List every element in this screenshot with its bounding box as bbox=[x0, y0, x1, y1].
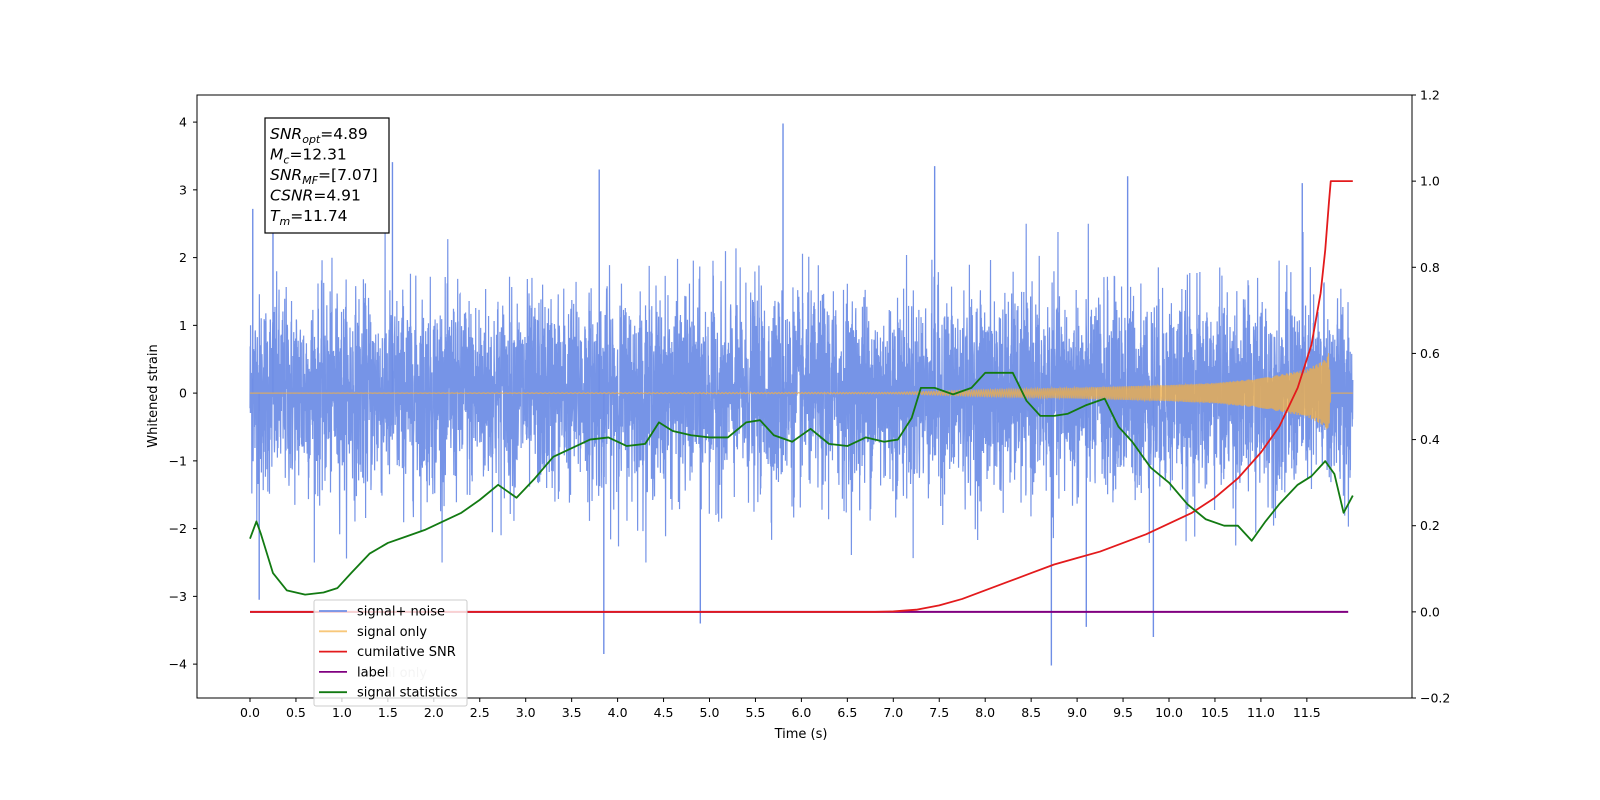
info-line: SNRMF=[7.07] bbox=[270, 166, 378, 187]
y-right-tick-label: 1.2 bbox=[1420, 88, 1440, 103]
y-right-tick-label: −0.2 bbox=[1420, 691, 1450, 706]
legend-label: signal only bbox=[357, 625, 427, 640]
y-axis-left: 4 3 2 1 0 −1 −2 −3 −4 bbox=[169, 115, 197, 672]
info-box-frame bbox=[264, 117, 390, 234]
x-tick-label: 10.5 bbox=[1201, 705, 1229, 720]
legend-label: signal statistics bbox=[357, 686, 458, 701]
x-tick-label: 8.0 bbox=[975, 705, 995, 720]
info-line: CSNR=4.91 bbox=[270, 187, 361, 205]
plot-area bbox=[249, 123, 1354, 666]
info-line: Tm=11.74 bbox=[270, 207, 348, 228]
y-left-tick-label: 3 bbox=[179, 182, 187, 197]
info-box: SNRopt=4.89Mc=12.31SNRMF=[7.07]CSNR=4.91… bbox=[264, 117, 390, 234]
y-right-tick-label: 0.8 bbox=[1420, 260, 1440, 275]
axes-frame bbox=[196, 94, 1413, 699]
x-tick-label: 3.0 bbox=[516, 705, 536, 720]
x-tick-label: 9.5 bbox=[1113, 705, 1133, 720]
x-tick-label: 1.0 bbox=[332, 705, 352, 720]
x-tick-label: 5.5 bbox=[746, 705, 766, 720]
legend-label: label bbox=[357, 665, 388, 680]
x-tick-label: 10.0 bbox=[1155, 705, 1183, 720]
y-left-tick-label: −1 bbox=[169, 453, 187, 468]
y-left-tick-label: 1 bbox=[179, 318, 187, 333]
x-tick-label: 0.0 bbox=[240, 705, 260, 720]
series-cumulative-snr bbox=[250, 180, 1353, 613]
info-line: SNRopt=4.89 bbox=[270, 125, 368, 146]
y-left-tick-label: −2 bbox=[169, 521, 187, 536]
legend-frame bbox=[313, 599, 468, 707]
x-tick-label: 11.0 bbox=[1247, 705, 1275, 720]
legend-label: signal+ noise bbox=[357, 605, 445, 620]
y-right-tick-label: 0.6 bbox=[1420, 346, 1440, 361]
y-axis-right: 1.2 1.0 0.8 0.6 0.4 0.2 0.0 −0.2 bbox=[1412, 88, 1450, 706]
series-signal-noise bbox=[249, 223, 1354, 563]
x-tick-label: 7.0 bbox=[883, 705, 903, 720]
x-tick-label: 1.5 bbox=[378, 705, 398, 720]
x-tick-label: 3.5 bbox=[562, 705, 582, 720]
y-left-tick-label: −4 bbox=[169, 657, 187, 672]
series-signal-only bbox=[250, 353, 1353, 430]
x-axis-label: Time (s) bbox=[774, 727, 828, 742]
x-tick-label: 9.0 bbox=[1067, 705, 1087, 720]
x-tick-label: 6.5 bbox=[837, 705, 857, 720]
y-axis-label: Whitened strain bbox=[146, 344, 161, 447]
y-left-tick-label: 0 bbox=[179, 386, 187, 401]
x-tick-label: 4.5 bbox=[654, 705, 674, 720]
y-left-tick-label: −3 bbox=[169, 589, 187, 604]
y-left-tick-label: 2 bbox=[179, 250, 187, 265]
y-right-tick-label: 0.2 bbox=[1420, 518, 1440, 533]
x-tick-label: 5.0 bbox=[700, 705, 720, 720]
x-tick-label: 4.0 bbox=[608, 705, 628, 720]
x-axis: 0.0 0.5 1.0 1.5 2.0 2.5 3.0 3.5 4.0 4.5 5.0 5.5 6.0 6… bbox=[240, 698, 1321, 720]
y-right-tick-label: 1.0 bbox=[1420, 174, 1440, 189]
x-tick-label: 7.5 bbox=[929, 705, 949, 720]
y-left-tick-label: 4 bbox=[179, 115, 187, 130]
x-tick-label: 2.0 bbox=[424, 705, 444, 720]
x-tick-label: 11.5 bbox=[1293, 705, 1321, 720]
y-right-tick-label: 0.0 bbox=[1420, 604, 1440, 619]
x-tick-label: 0.5 bbox=[286, 705, 306, 720]
x-tick-label: 8.5 bbox=[1021, 705, 1041, 720]
x-tick-label: 6.0 bbox=[791, 705, 811, 720]
x-tick-label: 2.5 bbox=[470, 705, 490, 720]
series-signal-statistics bbox=[249, 371, 1354, 596]
legend-label: cumilative SNR bbox=[357, 645, 456, 660]
info-line: Mc=12.31 bbox=[270, 146, 347, 167]
y-right-tick-label: 0.4 bbox=[1420, 432, 1440, 447]
